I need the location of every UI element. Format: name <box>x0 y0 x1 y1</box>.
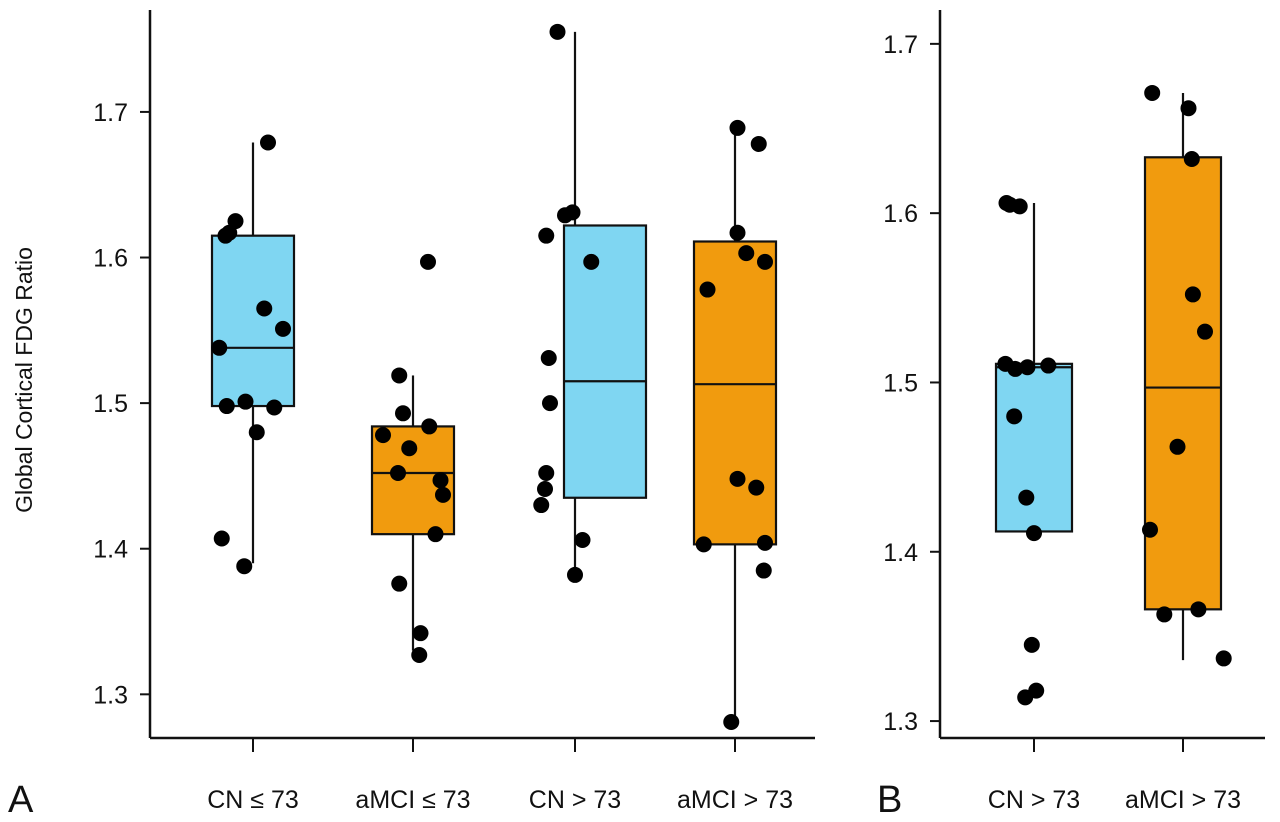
data-point <box>583 253 600 270</box>
data-point <box>567 566 583 583</box>
data-point <box>1019 359 1036 376</box>
data-point <box>1180 100 1197 117</box>
panel-b-boxes <box>994 92 1223 661</box>
panel-a-ticks: 1.3 1.4 1.5 1.6 1.7 CN ≤ 73 aMCI ≤ 73 CN > 73 aM… <box>93 99 793 814</box>
data-point <box>1144 84 1161 101</box>
data-point <box>538 465 555 482</box>
panel-a-ytick-label: 1.4 <box>93 536 128 564</box>
data-point <box>729 470 746 487</box>
panel-a-category-label: CN > 73 <box>529 786 621 814</box>
data-point <box>1156 606 1173 623</box>
data-point <box>1169 438 1186 455</box>
panel-a-ytick-label: 1.7 <box>93 99 128 127</box>
data-point <box>757 253 773 270</box>
data-point <box>420 253 436 270</box>
data-point <box>260 134 276 151</box>
data-point <box>549 23 566 40</box>
panel-a: Global Cortical FDG Ratio A 1.3 1.4 1.5 1.6… <box>8 10 815 821</box>
panel-a-ytick-label: 1.3 <box>93 681 128 709</box>
data-point <box>213 530 230 547</box>
data-point <box>723 713 740 730</box>
data-point <box>217 227 234 244</box>
data-point <box>729 224 746 241</box>
panel-b-ytick-label: 1.6 <box>883 200 918 228</box>
data-point <box>421 418 438 435</box>
panel-a-category-label: CN ≤ 73 <box>207 786 299 814</box>
data-point <box>699 281 716 298</box>
data-point <box>237 393 254 410</box>
data-point <box>411 647 428 664</box>
data-point <box>1190 601 1207 618</box>
panel-a-letter: A <box>8 779 34 821</box>
data-point <box>391 367 408 384</box>
data-point <box>538 227 555 244</box>
data-point <box>540 349 557 366</box>
data-point <box>738 245 755 262</box>
box-iqr <box>994 362 1074 533</box>
data-point <box>537 481 553 498</box>
panel-a-ytick-label: 1.6 <box>93 245 128 273</box>
data-point <box>1184 286 1201 303</box>
panel-b-ytick-label: 1.4 <box>883 539 918 567</box>
data-point <box>542 395 558 412</box>
box-iqr <box>1143 156 1223 611</box>
data-point <box>375 427 391 444</box>
data-point <box>1183 150 1200 167</box>
data-point <box>1007 360 1024 377</box>
data-point <box>1017 689 1034 706</box>
data-point <box>390 465 406 482</box>
data-point <box>236 558 253 575</box>
data-point <box>1018 489 1035 506</box>
data-point <box>401 440 418 457</box>
data-point <box>1011 198 1028 215</box>
data-point <box>1197 323 1213 340</box>
data-point <box>395 405 411 422</box>
data-point <box>432 472 449 489</box>
data-point <box>748 479 765 496</box>
box-iqr <box>210 234 296 408</box>
data-point <box>757 534 773 551</box>
data-point <box>427 526 444 543</box>
data-point <box>391 575 408 592</box>
data-point <box>275 320 291 337</box>
data-point <box>266 399 283 416</box>
data-point <box>1006 408 1023 425</box>
panel-b-points <box>997 84 1232 706</box>
panel-a-boxes <box>210 31 778 724</box>
panel-b-ytick-label: 1.7 <box>883 31 918 59</box>
panel-b-category-label: CN > 73 <box>988 786 1080 814</box>
data-point <box>435 486 451 503</box>
data-point <box>1023 636 1040 653</box>
data-point <box>695 536 712 553</box>
panel-b: B 1.3 1.4 1.5 1.6 1.7 CN > 73 aMCI > 73 <box>877 10 1265 821</box>
data-point <box>729 119 746 136</box>
panel-b-ytick-label: 1.5 <box>883 369 918 397</box>
panel-b-category-label: aMCI > 73 <box>1125 786 1241 814</box>
data-point <box>1040 357 1057 374</box>
panel-a-y-axis-label: Global Cortical FDG Ratio <box>11 247 37 513</box>
data-point <box>218 398 235 415</box>
box-iqr <box>562 224 648 499</box>
panel-a-points <box>211 23 773 730</box>
data-point <box>1026 525 1042 542</box>
data-point <box>750 135 767 152</box>
panel-b-letter: B <box>877 779 902 821</box>
data-point <box>1142 521 1158 538</box>
panel-b-ticks: 1.3 1.4 1.5 1.6 1.7 CN > 73 aMCI > 73 <box>883 31 1241 814</box>
data-point <box>248 424 265 441</box>
data-point <box>256 300 273 317</box>
panel-a-category-label: aMCI ≤ 73 <box>355 786 470 814</box>
data-point <box>1215 650 1232 667</box>
data-point <box>211 339 228 356</box>
data-point <box>533 497 550 514</box>
panel-a-ytick-label: 1.5 <box>93 390 128 418</box>
data-point <box>412 625 429 642</box>
data-point <box>557 207 573 224</box>
panel-a-category-label: aMCI > 73 <box>677 786 793 814</box>
data-point <box>574 531 591 548</box>
panel-b-ytick-label: 1.3 <box>883 708 918 736</box>
data-point <box>755 562 772 579</box>
